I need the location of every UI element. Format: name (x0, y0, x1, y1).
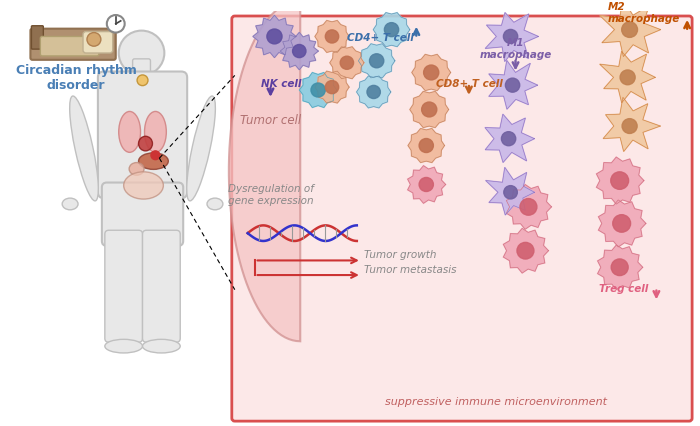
Polygon shape (410, 92, 449, 128)
Polygon shape (358, 44, 395, 78)
FancyBboxPatch shape (41, 37, 99, 56)
Polygon shape (229, 0, 300, 341)
Polygon shape (315, 20, 349, 52)
Polygon shape (503, 228, 548, 273)
Circle shape (419, 138, 433, 153)
Circle shape (87, 32, 101, 46)
Circle shape (421, 102, 437, 117)
Ellipse shape (70, 96, 98, 201)
FancyBboxPatch shape (143, 230, 180, 342)
Circle shape (622, 119, 637, 133)
Circle shape (107, 15, 125, 32)
Text: Circadian rhythm
disorder: Circadian rhythm disorder (15, 64, 136, 92)
Text: CD4+ T cell: CD4+ T cell (347, 33, 414, 43)
Polygon shape (486, 167, 535, 215)
Ellipse shape (105, 340, 143, 353)
Ellipse shape (129, 163, 144, 175)
Circle shape (293, 44, 306, 58)
Text: Treg cell: Treg cell (599, 284, 648, 294)
Text: Tumor growth: Tumor growth (364, 250, 436, 260)
Polygon shape (598, 200, 646, 247)
Circle shape (424, 65, 439, 80)
Circle shape (622, 22, 638, 37)
Circle shape (504, 186, 517, 199)
Text: Tumor cell: Tumor cell (240, 114, 301, 127)
FancyBboxPatch shape (98, 72, 187, 198)
FancyBboxPatch shape (30, 29, 116, 60)
Polygon shape (356, 76, 391, 108)
Ellipse shape (119, 112, 141, 153)
Circle shape (505, 78, 519, 92)
Polygon shape (489, 60, 538, 109)
Circle shape (370, 54, 384, 68)
Ellipse shape (62, 198, 78, 210)
Polygon shape (315, 71, 349, 103)
Ellipse shape (124, 172, 163, 199)
FancyBboxPatch shape (105, 230, 143, 342)
Polygon shape (600, 0, 661, 57)
Polygon shape (412, 55, 451, 91)
Circle shape (311, 83, 326, 97)
FancyBboxPatch shape (232, 16, 692, 421)
Polygon shape (600, 51, 655, 103)
Text: M1
macrophage: M1 macrophage (480, 38, 552, 60)
Circle shape (612, 215, 631, 232)
FancyBboxPatch shape (132, 59, 150, 84)
Circle shape (620, 70, 635, 85)
Circle shape (503, 29, 518, 43)
Text: Tumor metastasis: Tumor metastasis (364, 265, 456, 275)
Polygon shape (407, 166, 446, 203)
Circle shape (340, 56, 354, 69)
Polygon shape (253, 15, 296, 58)
Polygon shape (330, 47, 364, 79)
Polygon shape (280, 32, 318, 70)
Circle shape (119, 31, 164, 75)
Text: CD8+ T cell: CD8+ T cell (436, 79, 503, 89)
FancyBboxPatch shape (102, 182, 183, 246)
Text: suppressive immune microenvironment: suppressive immune microenvironment (385, 397, 607, 406)
Circle shape (267, 29, 282, 44)
Ellipse shape (137, 75, 148, 86)
Polygon shape (485, 114, 534, 162)
Polygon shape (485, 12, 538, 61)
Ellipse shape (139, 136, 153, 151)
Circle shape (517, 242, 534, 259)
Text: NK cell: NK cell (260, 79, 301, 89)
Polygon shape (603, 97, 660, 152)
Ellipse shape (207, 198, 223, 210)
Circle shape (151, 151, 160, 160)
Circle shape (611, 172, 629, 189)
FancyBboxPatch shape (83, 32, 113, 53)
FancyBboxPatch shape (32, 26, 43, 49)
Circle shape (367, 85, 380, 98)
Circle shape (501, 132, 516, 146)
Circle shape (384, 23, 399, 37)
Text: M2
macrophage: M2 macrophage (608, 2, 680, 24)
Polygon shape (373, 13, 410, 47)
Ellipse shape (187, 96, 216, 201)
Circle shape (520, 199, 537, 215)
Polygon shape (596, 157, 644, 204)
Polygon shape (598, 245, 643, 290)
Text: Dysregulation of
gene expression: Dysregulation of gene expression (228, 184, 314, 206)
Circle shape (611, 259, 628, 276)
Circle shape (419, 178, 433, 192)
Polygon shape (408, 129, 444, 163)
Ellipse shape (144, 112, 167, 153)
Ellipse shape (143, 340, 180, 353)
Circle shape (326, 30, 339, 43)
Polygon shape (300, 72, 337, 107)
Ellipse shape (139, 153, 168, 170)
Polygon shape (506, 184, 552, 229)
Circle shape (326, 81, 339, 94)
